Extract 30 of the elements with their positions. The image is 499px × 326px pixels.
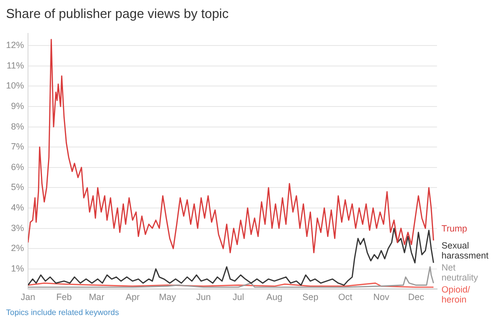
y-tick-label: 1% (11, 263, 24, 274)
x-tick-label: Feb (56, 292, 72, 302)
x-tick-label: Jan (20, 292, 36, 302)
text: Topics include related keywords (5, 307, 120, 317)
y-tick-label: 12% (6, 40, 24, 50)
x-tick-label: Apr (126, 292, 140, 302)
x-tick-label: Oct (338, 292, 353, 302)
x-tick-label: Nov (373, 292, 390, 302)
x-tick-label: Mar (88, 292, 104, 302)
y-tick-label: 5% (11, 182, 24, 192)
y-tick-label: 6% (11, 162, 24, 172)
series-label: Net neutrality (442, 262, 479, 283)
y-tick-label: 4% (11, 202, 24, 212)
y-tick-label: 11% (6, 60, 24, 70)
x-tick-label: Jul (232, 292, 244, 302)
x-tick-label: May (158, 292, 176, 302)
series-label: Opioid/heroin (442, 284, 471, 305)
y-tick-label: 7% (11, 142, 24, 152)
y-tick-label: 3% (11, 222, 24, 233)
y-tick-label: 2% (11, 243, 24, 254)
y-tick-label: 10% (6, 80, 24, 91)
y-tick-label: 9% (11, 100, 24, 111)
chart-title: Share of publisher page views by topic (5, 5, 230, 23)
x-tick-label: Sep (302, 292, 318, 302)
x-tick-label: Jun (196, 292, 211, 302)
y-tick-label: 8% (11, 121, 24, 132)
series-label: Trump (442, 223, 468, 234)
x-tick-label: Aug (266, 292, 282, 302)
x-tick-label: Dec (408, 292, 425, 302)
series-label: Sexual harassment (442, 240, 490, 261)
